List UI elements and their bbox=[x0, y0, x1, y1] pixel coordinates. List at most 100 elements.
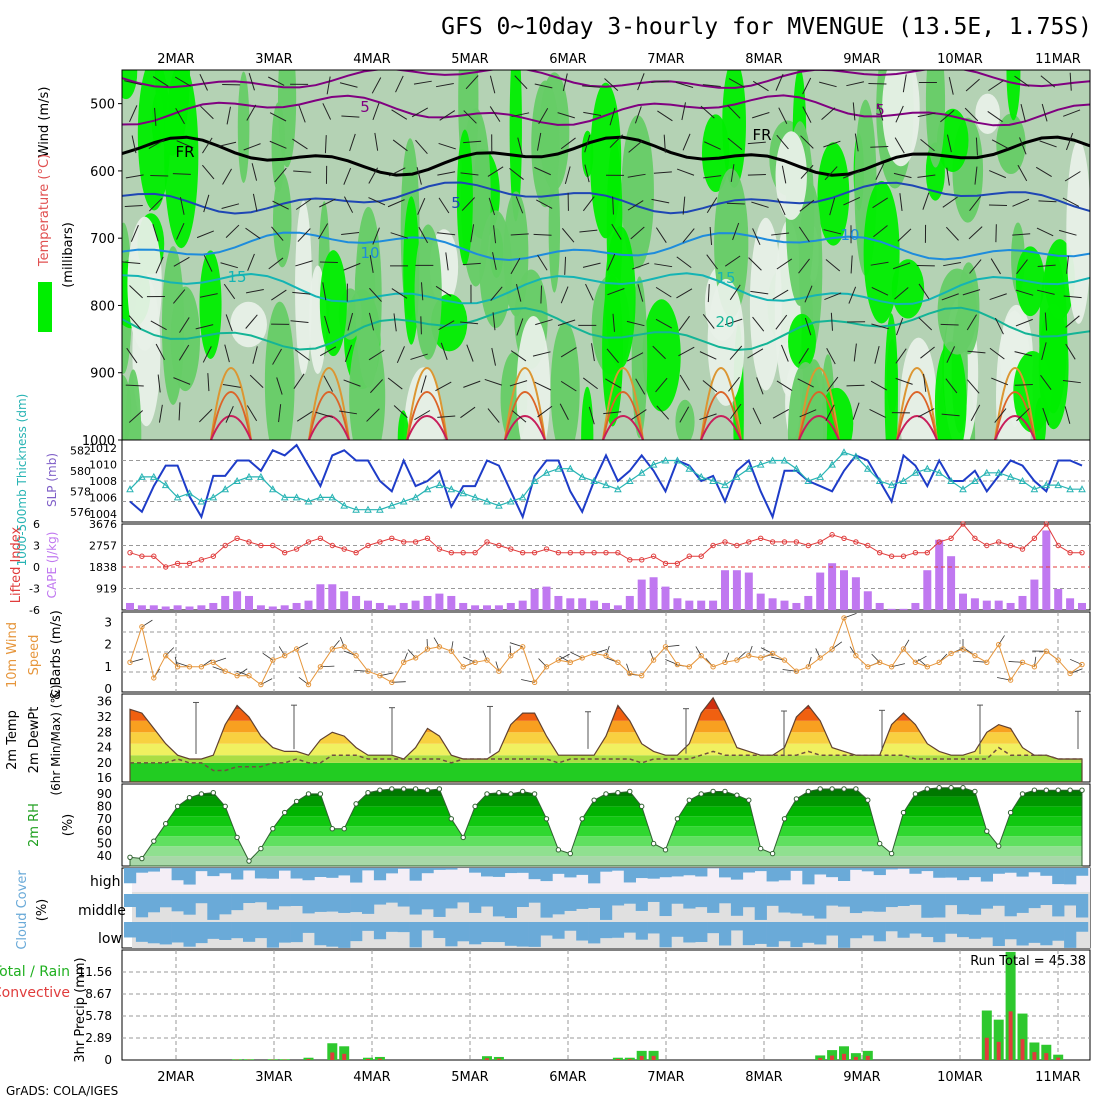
wind-barb bbox=[489, 75, 496, 94]
wind-barb bbox=[218, 141, 237, 147]
rh-blob bbox=[137, 70, 171, 211]
wind-barb bbox=[290, 320, 309, 323]
convective-bar bbox=[984, 1037, 989, 1060]
precip-bar bbox=[612, 1057, 623, 1060]
cape-bar bbox=[970, 598, 979, 610]
wind-barb bbox=[533, 233, 552, 236]
convective-bar bbox=[1056, 1057, 1061, 1060]
wind-barb bbox=[802, 106, 812, 123]
lifted-marker bbox=[948, 535, 954, 542]
wind10-marker bbox=[520, 644, 526, 650]
rh-blob bbox=[604, 226, 636, 369]
cloud-cell bbox=[183, 894, 196, 915]
slp-marker bbox=[733, 472, 741, 480]
slp-marker bbox=[768, 456, 777, 464]
wind-barb bbox=[388, 167, 406, 177]
rh-marker bbox=[698, 791, 704, 797]
wind-barb bbox=[534, 166, 551, 176]
cloud-cell bbox=[302, 868, 315, 881]
wind-barb bbox=[655, 286, 672, 298]
cloud-cell bbox=[397, 868, 410, 869]
wind-barb bbox=[440, 342, 448, 360]
slp-marker bbox=[483, 497, 491, 505]
precip-bar bbox=[1005, 951, 1016, 1060]
wind-barb bbox=[292, 291, 311, 295]
warm-contour bbox=[308, 391, 350, 440]
lifted-marker bbox=[781, 539, 788, 545]
wind-barb bbox=[1012, 198, 1030, 207]
wind-barb bbox=[372, 102, 380, 121]
rh-blob bbox=[621, 115, 654, 269]
lifted-marker bbox=[710, 542, 716, 549]
slp-marker bbox=[197, 497, 206, 505]
wind-barb bbox=[1064, 171, 1081, 182]
wind10-marker bbox=[865, 664, 871, 670]
cape-bar bbox=[804, 595, 813, 610]
wind-barb bbox=[368, 312, 375, 331]
precip-bar bbox=[279, 1059, 290, 1060]
cape-bar bbox=[959, 593, 967, 610]
rh-blob bbox=[749, 217, 782, 391]
label-dewpt: 2m DewPt bbox=[27, 707, 42, 774]
wind-barb bbox=[626, 320, 645, 327]
cape-bar bbox=[221, 595, 230, 610]
precip-bar bbox=[493, 1056, 504, 1060]
wind-barb bbox=[124, 80, 142, 86]
cloud-cell bbox=[445, 922, 458, 947]
rh-blob bbox=[295, 200, 312, 376]
wind-barb bbox=[612, 313, 615, 332]
wind-barb bbox=[391, 109, 408, 120]
contour-label: 5 bbox=[451, 194, 461, 212]
cloud-cell bbox=[266, 894, 279, 910]
wind10-marker bbox=[305, 681, 312, 688]
cloud-cell bbox=[695, 922, 708, 943]
convective-bar bbox=[377, 1058, 382, 1060]
lifted-marker bbox=[579, 549, 585, 556]
cloud-cell bbox=[945, 922, 958, 934]
wind-barb bbox=[752, 407, 762, 425]
wind-barb bbox=[655, 227, 667, 243]
lifted-marker bbox=[151, 553, 157, 559]
date-top-9MAR: 9MAR bbox=[843, 52, 880, 67]
rh-blob bbox=[199, 250, 222, 359]
rh-blob bbox=[886, 339, 898, 415]
wind-barb bbox=[675, 81, 694, 89]
convective-bar bbox=[865, 1055, 870, 1060]
wind-barb bbox=[870, 145, 889, 148]
convective-bar bbox=[830, 1055, 835, 1060]
wind-barb bbox=[1062, 197, 1080, 207]
wind-barb bbox=[274, 167, 287, 183]
slp-marker bbox=[328, 493, 337, 501]
wind-barb bbox=[268, 76, 285, 86]
cloud-cell bbox=[302, 894, 315, 914]
lifted-marker bbox=[531, 549, 538, 556]
cape-bar bbox=[328, 584, 337, 610]
cape-bar bbox=[483, 605, 491, 610]
cloud-cell bbox=[826, 868, 839, 878]
wind-barb bbox=[484, 378, 502, 386]
slp-marker bbox=[685, 464, 694, 472]
slp-marker bbox=[149, 472, 158, 480]
wind-barb bbox=[438, 320, 455, 331]
wind-barb bbox=[609, 134, 624, 148]
temp-band bbox=[130, 732, 1082, 744]
wind-barb bbox=[895, 105, 904, 123]
cloud-cell bbox=[421, 868, 434, 874]
cloud-cell bbox=[968, 894, 982, 915]
slp-marker bbox=[578, 472, 587, 480]
rh-blob bbox=[355, 206, 382, 388]
wind-barb bbox=[463, 380, 481, 388]
date-top-10MAR: 10MAR bbox=[937, 52, 983, 67]
cloud-cell bbox=[421, 922, 434, 931]
wind-barb bbox=[682, 196, 686, 215]
rh-marker bbox=[1031, 787, 1038, 793]
wind-barb bbox=[292, 138, 308, 150]
rh-marker bbox=[424, 787, 431, 793]
cloud-cell bbox=[1028, 894, 1041, 909]
wind10-marker bbox=[412, 655, 419, 661]
cape-ytick: 2757 bbox=[89, 540, 117, 553]
wind-barb bbox=[536, 199, 553, 209]
wind-barb bbox=[488, 197, 496, 216]
rh-marker bbox=[186, 794, 193, 801]
wind10-barb bbox=[605, 645, 610, 656]
